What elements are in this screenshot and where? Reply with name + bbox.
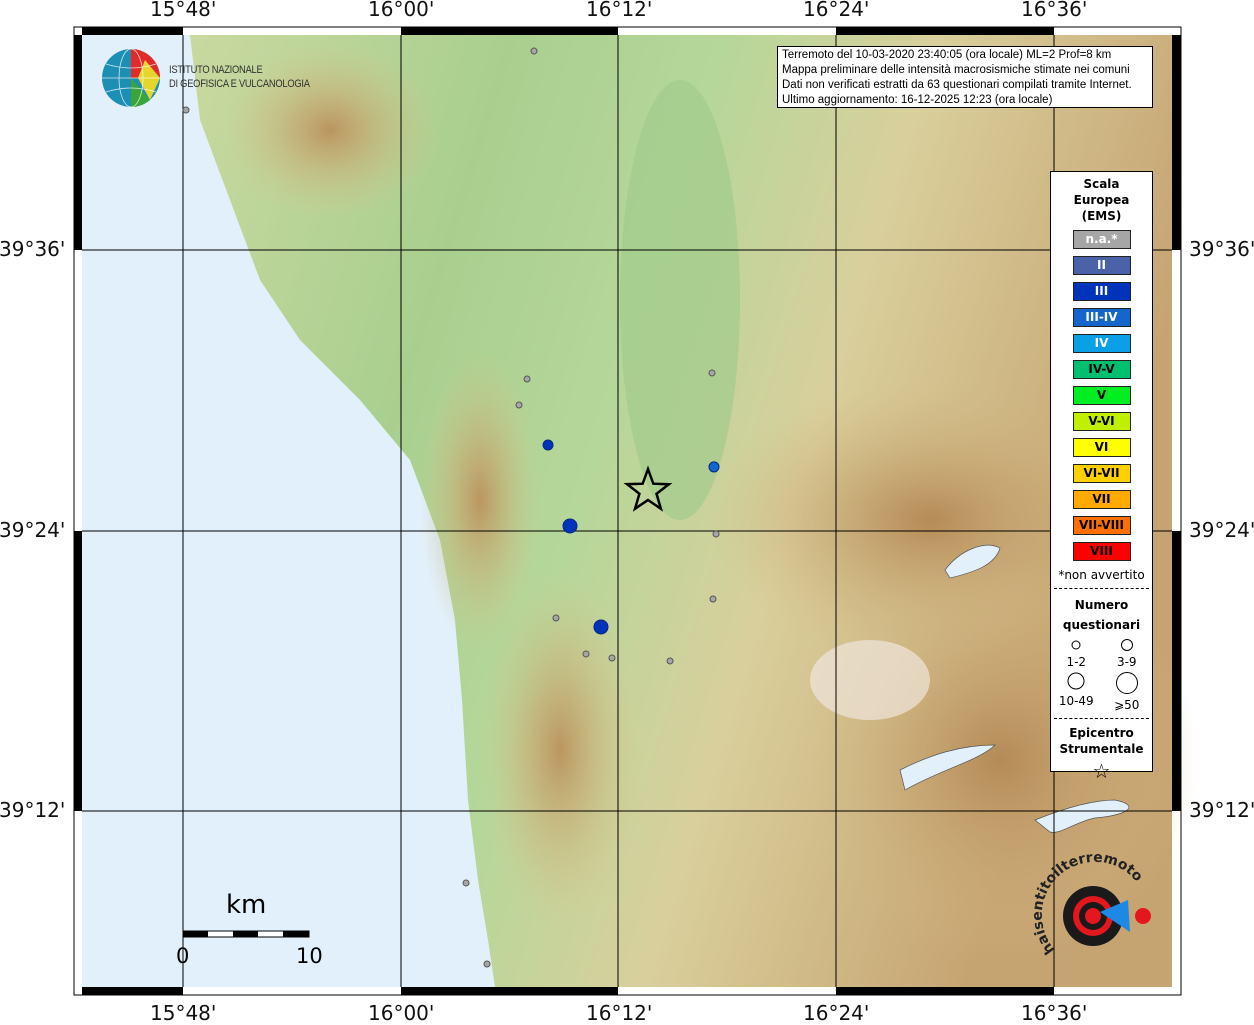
- intensity-point[interactable]: [515, 401, 523, 409]
- ems-swatch: III-IV: [1072, 308, 1131, 327]
- ems-swatch: IV-V: [1072, 360, 1131, 379]
- lat-label-right: 39°12': [1189, 798, 1254, 822]
- star-icon: ☆: [1092, 759, 1111, 783]
- count-class: 1-2: [1051, 638, 1102, 669]
- count-class: 3-9: [1102, 638, 1153, 669]
- count-title: Numero questionari: [1051, 595, 1152, 635]
- intensity-point[interactable]: [593, 619, 609, 635]
- count-title-line: Numero: [1074, 598, 1129, 612]
- logo-line: DI GEOFISICA E VULCANOLOGIA: [169, 78, 310, 90]
- lat-label-left: 39°36': [0, 237, 66, 261]
- scale-unit: km: [226, 890, 267, 920]
- info-line: Dati non verificati estratti da 63 quest…: [782, 79, 1132, 91]
- ems-swatch: III: [1072, 282, 1131, 301]
- event-info-box: Terremoto del 10-03-2020 23:40:05 (ora l…: [777, 46, 1153, 108]
- epicenter-title: Epicentro Strumentale: [1051, 725, 1152, 757]
- scale-max: 10: [296, 944, 323, 968]
- ems-swatch: VII-VIII: [1072, 516, 1131, 535]
- intensity-point[interactable]: [523, 375, 531, 383]
- count-label: 3-9: [1116, 655, 1137, 669]
- count-class: 10-49: [1051, 671, 1102, 712]
- intensity-point[interactable]: [708, 461, 720, 473]
- ems-swatch: VII: [1072, 490, 1131, 509]
- lon-label-bottom: 15°48': [150, 1001, 217, 1025]
- lon-label-bottom: 16°24': [803, 1001, 870, 1025]
- lon-label-top: 16°12': [586, 0, 653, 21]
- legend-note: *non avvertito: [1058, 568, 1145, 582]
- intensity-point[interactable]: [542, 439, 554, 451]
- ems-swatch: IV: [1072, 334, 1131, 353]
- intensity-point[interactable]: [608, 654, 616, 662]
- lake: [1034, 799, 1130, 833]
- info-line: Mappa preliminare delle intensità macros…: [782, 64, 1130, 76]
- count-title-line: questionari: [1062, 618, 1141, 632]
- intensity-point[interactable]: [552, 614, 560, 622]
- lon-label-bottom: 16°00': [368, 1001, 435, 1025]
- intensity-points: [182, 47, 720, 968]
- scale-min: 0: [176, 944, 190, 968]
- lon-label-top: 16°00': [368, 0, 435, 21]
- intensity-point[interactable]: [709, 595, 717, 603]
- count-label: 10-49: [1058, 694, 1094, 708]
- intensity-point[interactable]: [182, 106, 190, 114]
- legend-title-line: (EMS): [1081, 209, 1122, 223]
- intensity-point[interactable]: [562, 518, 578, 534]
- info-line: Ultimo aggiornamento: 16-12-2025 12:23 (…: [782, 94, 1053, 106]
- lon-label-top: 16°36': [1021, 0, 1088, 21]
- lat-label-left: 39°24': [0, 518, 66, 542]
- lake: [944, 544, 1001, 579]
- intensity-point[interactable]: [582, 650, 590, 658]
- count-label: ⩾50: [1114, 698, 1140, 712]
- lat-label-right: 39°36': [1189, 237, 1254, 261]
- count-class: ⩾50: [1102, 671, 1153, 712]
- info-line: Terremoto del 10-03-2020 23:40:05 (ora l…: [782, 49, 1112, 61]
- intensity-point[interactable]: [483, 960, 491, 968]
- lat-label-left: 39°12': [0, 798, 66, 822]
- ems-swatch: VI-VII: [1072, 464, 1131, 483]
- count-label: 1-2: [1066, 655, 1087, 669]
- lon-label-bottom: 16°12': [586, 1001, 653, 1025]
- frame-ticks: [74, 27, 1181, 995]
- ems-swatch: n.a.*: [1072, 230, 1131, 249]
- intensity-point[interactable]: [530, 47, 538, 55]
- lon-label-top: 16°24': [803, 0, 870, 21]
- divider: [1054, 588, 1149, 589]
- legend: Scala Europea (EMS) n.a.* II III III-IV IV IV…: [1050, 171, 1153, 783]
- lake: [899, 744, 996, 791]
- ems-swatches: n.a.* II III III-IV IV IV-V V V-VI VI VI-VII VII VI…: [1051, 230, 1152, 561]
- scale-bar: [182, 930, 310, 938]
- epicenter-title-line: Epicentro: [1069, 726, 1134, 740]
- ems-swatch: VI: [1072, 438, 1131, 457]
- epicenter-title-line: Strumentale: [1059, 742, 1144, 756]
- ems-swatch: VIII: [1072, 542, 1131, 561]
- lon-label-top: 15°48': [150, 0, 217, 21]
- ems-swatch: V-VI: [1072, 412, 1131, 431]
- intensity-point[interactable]: [666, 657, 674, 665]
- intensity-point[interactable]: [708, 369, 716, 377]
- ingv-logo-icon: [102, 48, 160, 108]
- intensity-point[interactable]: [712, 530, 720, 538]
- count-classes: 1-2 3-9 10-49 ⩾50: [1051, 638, 1152, 712]
- ems-swatch: II: [1072, 256, 1131, 275]
- ingv-logo-text: ISTITUTO NAZIONALE DI GEOFISICA E VULCAN…: [169, 63, 310, 91]
- ems-swatch: V: [1072, 386, 1131, 405]
- legend-title-line: Scala: [1083, 177, 1120, 191]
- intensity-point[interactable]: [462, 879, 470, 887]
- legend-title: Scala Europea (EMS): [1051, 176, 1152, 224]
- lon-label-bottom: 16°36': [1021, 1001, 1088, 1025]
- epicenter-star-icon: [623, 465, 673, 512]
- lat-label-right: 39°24': [1189, 518, 1254, 542]
- divider: [1054, 718, 1149, 719]
- logo-line: ISTITUTO NAZIONALE: [169, 64, 263, 76]
- legend-title-line: Europea: [1073, 193, 1130, 207]
